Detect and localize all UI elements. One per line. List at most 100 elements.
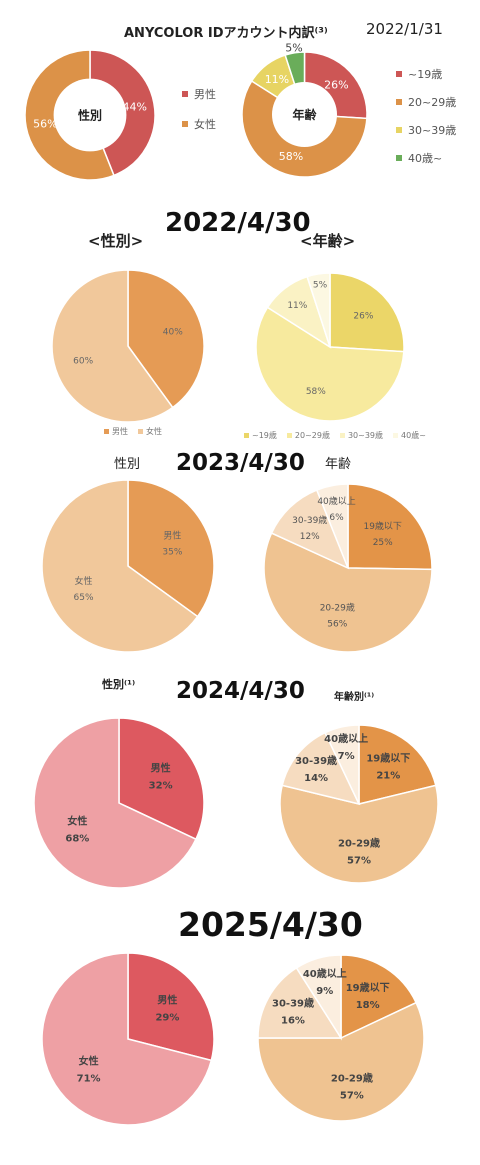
pie-label-age_2024-2: 30-39歳 14% [295, 754, 337, 784]
date-2025: 2025/4/30 [178, 905, 363, 944]
legend-swatch [182, 91, 188, 97]
legend-age-2022-04: ~19歳 20~29歳 30~39歳 40歳~ [244, 430, 436, 441]
donut-hole-gender_2022_01 [53, 78, 127, 152]
legend-label: 30~39歳 [408, 124, 457, 137]
pie-slice-gender_2023-0 [127, 479, 215, 618]
legend-gender-2022-04: 男性 女性 [104, 426, 172, 437]
legend-swatch [339, 433, 345, 438]
pie-slice-age_2025-0 [340, 954, 418, 1040]
legend-age-20s-2022-01: 20~29歳 [396, 94, 456, 110]
gender-2025-chart: 男性 29% 女性 71% [41, 952, 215, 1126]
age-title-2023: 年齢 [325, 457, 352, 472]
pie-label-age_2022_04-1: 58% [306, 387, 326, 397]
legend-age-30s-2022-01: 30~39歳 [396, 122, 456, 138]
pie-label-age_2024-3: 40歳以上 7% [324, 732, 368, 762]
legend-age-u19-2022-01: ~19歳 [396, 66, 442, 82]
legend-age-u19-2022-04: ~19歳 [244, 430, 277, 441]
pie-slice-age_2022_04-0 [329, 272, 405, 353]
pie-slice-age_2025-2 [257, 966, 343, 1039]
legend-female-2022-04: 女性 [138, 426, 162, 437]
pie-slice-gender_2023-1 [41, 479, 199, 653]
pie-slice-gender_2024-0 [118, 717, 205, 841]
legend-male-2022-01: 男性 [182, 86, 216, 102]
pie-slice-age_2024-0 [358, 724, 437, 805]
gender-title-2022-04: <性別> [88, 232, 144, 250]
pie-label-age_2023-1: 20-29歳 56% [320, 602, 355, 630]
pie-label-age_2022_04-0: 26% [353, 312, 373, 322]
legend-label: 男性 [194, 88, 216, 101]
pie-label-age_2022_04-3: 5% [313, 280, 328, 290]
age-2022-04-chart: 26% 58% 11% 5% [255, 272, 405, 422]
pie-label-gender_2023-1: 女性 65% [74, 575, 94, 603]
pie-label-age_2025-2: 30-39歳 16% [272, 997, 314, 1027]
pie-label-gender_2022_04-1: 60% [73, 357, 93, 367]
pie-label-gender_2025-0: 男性 29% [155, 993, 179, 1023]
legend-swatch [244, 433, 249, 438]
pie-slice-gender_2024-1 [33, 717, 197, 889]
donut-hole-age_2022_01 [272, 82, 337, 147]
legend-label: 女性 [146, 427, 162, 436]
legend-swatch [396, 71, 402, 77]
age-2024-chart: 19歳以下 21% 20-29歳 57% 30-39歳 14%40歳以上 7% [279, 724, 439, 884]
legend-swatch [182, 121, 188, 127]
legend-label: 20~29歳 [408, 96, 457, 109]
legend-label: ~19歳 [408, 68, 443, 81]
donut-center-label-age_2022_01: 年齢 [292, 107, 317, 122]
pie-label-age_2025-1: 20-29歳 57% [331, 1072, 373, 1102]
pie-slice-age_2025-1 [257, 1001, 425, 1122]
age-title-2024: 年齢別⁽¹⁾ [334, 692, 375, 703]
pie-slice-age_2024-1 [279, 784, 439, 884]
legend-swatch [393, 433, 399, 438]
gender-2024-chart: 男性 32% 女性 68% [33, 717, 205, 889]
age-2025-chart: 19歳以下 18% 20-29歳 57% 30-39歳 16%40歳以上 9% [257, 954, 425, 1122]
legend-swatch [396, 99, 402, 105]
legend-male-2022-04: 男性 [104, 426, 128, 437]
age-title-2022-04: <年齢> [300, 232, 356, 250]
legend-swatch [286, 433, 292, 438]
legend-swatch [104, 429, 109, 434]
pie-slice-age_2022_04-3 [306, 272, 331, 348]
date-2023: 2023/4/30 [176, 450, 305, 476]
gender-title-2024: 性別⁽¹⁾ [102, 678, 136, 691]
legend-swatch [396, 127, 402, 133]
pie-label-age_2022_01-1: 58% [279, 150, 303, 163]
donut-center-label-gender_2022_01: 性別 [77, 108, 102, 123]
gender-2023-chart: 男性 35% 女性 65% [41, 479, 215, 653]
pie-slice-age_2022_04-1 [255, 306, 405, 422]
legend-label: 40歳~ [408, 152, 443, 165]
gender-2022-01-chart: 44% 56% 性別 [24, 49, 156, 181]
pie-label-gender_2025-1: 女性 71% [77, 1055, 101, 1085]
age-2022-01-chart: 26% 58% 11% 5% 年齢 [241, 42, 368, 178]
pie-label-age_2022_01-0: 26% [324, 78, 348, 91]
pie-label-gender_2022_01-0: 44% [122, 100, 146, 113]
pie-slice-gender_2022_04-1 [51, 269, 174, 423]
pie-slice-age_2023-2 [270, 489, 350, 570]
pie-label-age_2022_01-3: 5% [285, 42, 302, 55]
pie-label-age_2022_04-2: 11% [287, 301, 307, 311]
pie-slice-age_2024-3 [324, 724, 360, 805]
pie-label-age_2022_01-2: 11% [265, 73, 289, 86]
pie-label-gender_2024-0: 男性 32% [149, 762, 173, 792]
age-2023-chart: 19歳以下 25% 20-29歳 56% 30-39歳 12%40歳以上 6% [263, 483, 433, 653]
pie-label-age_2025-3: 40歳以上 9% [303, 967, 347, 997]
pie-label-age_2023-3: 40歳以上 6% [317, 495, 355, 523]
legend-age-40plus-2022-04: 40歳~ [393, 430, 426, 441]
legend-age-30s-2022-04: 30~39歳 [339, 430, 384, 441]
legend-swatch [396, 155, 402, 161]
gender-title-2023: 性別 [114, 457, 141, 472]
pie-slice-age_2024-2 [281, 731, 361, 806]
pie-label-gender_2023-0: 男性 35% [162, 530, 182, 558]
legend-female-2022-01: 女性 [182, 116, 216, 132]
date-2022-04: 2022/4/30 [165, 208, 311, 238]
pie-label-gender_2024-1: 女性 68% [65, 814, 89, 844]
legend-age-40plus-2022-01: 40歳~ [396, 150, 442, 166]
legend-label: 女性 [194, 118, 216, 131]
pie-slice-age_2023-0 [347, 483, 433, 571]
pie-slice-gender_2025-0 [127, 952, 215, 1062]
pie-label-age_2023-2: 30-39歳 12% [292, 514, 327, 542]
legend-label: ~19歳 [252, 431, 277, 440]
pie-slice-age_2025-3 [295, 954, 342, 1041]
pie-label-gender_2022_01-1: 56% [33, 117, 57, 130]
legend-label: 30~39歳 [347, 431, 384, 440]
date-2024: 2024/4/30 [176, 678, 305, 704]
